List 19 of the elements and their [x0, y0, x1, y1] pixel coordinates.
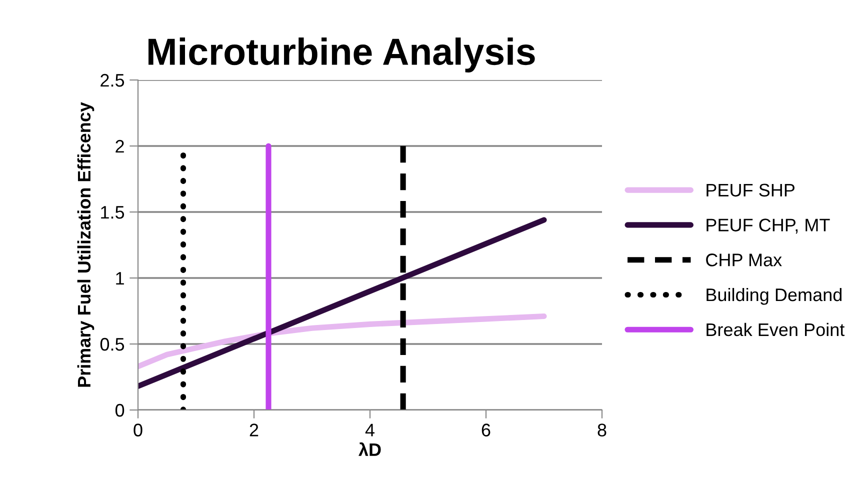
legend-label: PEUF CHP, MT [706, 218, 830, 234]
legend-label: CHP Max [706, 254, 782, 266]
x-tick-label: 8 [598, 424, 606, 436]
chart-title: Microturbine Analysis [148, 38, 535, 72]
x-tick-label: 6 [482, 424, 490, 436]
y-tick-label: 1.5 [101, 206, 124, 219]
y-tick-label: 2.5 [100, 74, 124, 87]
x-tick-label: 0 [134, 424, 142, 436]
y-tick-label: 0 [115, 404, 124, 417]
y-tick-label: 1 [116, 272, 124, 285]
x-tick-label: 2 [250, 424, 258, 436]
y-tick-label: 2 [116, 140, 124, 153]
x-axis-title: λD [358, 442, 381, 456]
y-axis-title: Primary Fuel Utilization Efficency [77, 102, 94, 387]
legend-label: PEUF SHP [706, 184, 795, 197]
legend-label: Building Demand [706, 288, 842, 305]
legend-label: Break Even Point [706, 322, 845, 336]
y-tick-label: 0.5 [100, 338, 124, 351]
x-tick-label: 4 [365, 424, 374, 436]
